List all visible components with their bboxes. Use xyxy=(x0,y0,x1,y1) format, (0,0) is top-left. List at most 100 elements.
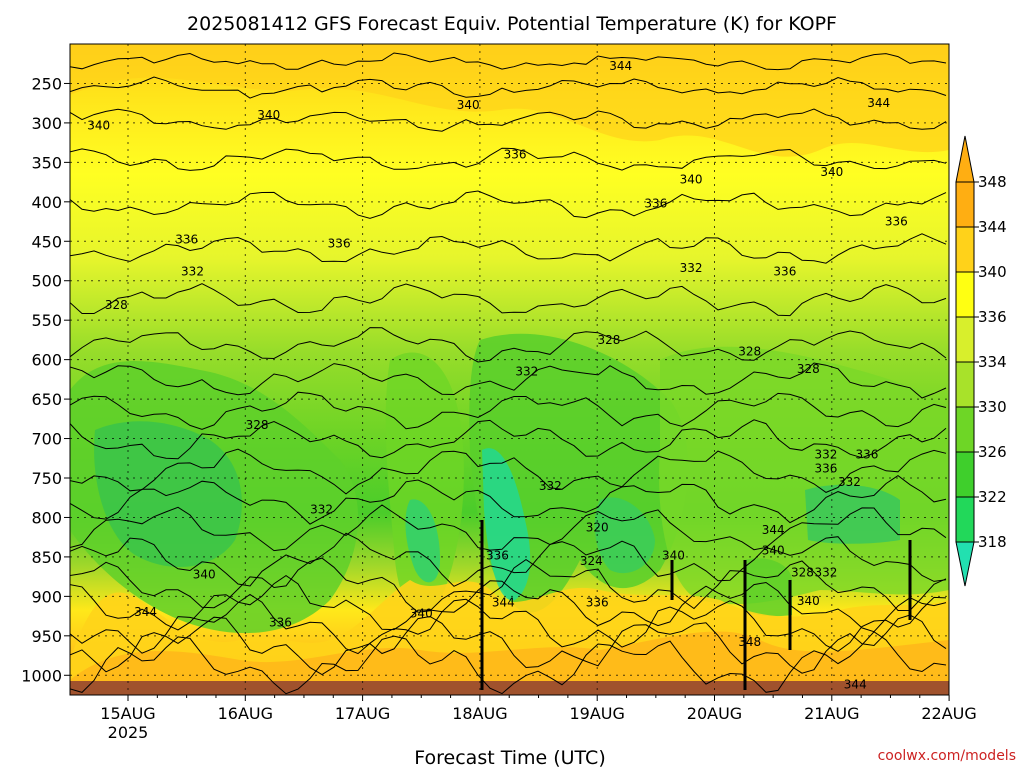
x-tick-label: 20AUG xyxy=(687,704,742,723)
contour-label: 340 xyxy=(680,173,703,187)
contour-label: 332 xyxy=(814,447,837,461)
x-tick-label: 18AUG xyxy=(452,704,507,723)
y-tick-label: 650 xyxy=(31,390,62,409)
field xyxy=(70,44,949,695)
y-tick-label: 950 xyxy=(31,627,62,646)
colorbar-label: 330 xyxy=(978,398,1007,416)
ground-band xyxy=(70,681,949,695)
contour-line xyxy=(70,283,947,317)
contour-label: 340 xyxy=(662,548,685,562)
x-tick-label: 21AUG xyxy=(804,704,859,723)
contour-label: 344 xyxy=(609,59,632,73)
contour-label: 328 xyxy=(105,298,128,312)
colorbar-low-arrow xyxy=(955,541,975,587)
contour-label: 332 xyxy=(539,479,562,493)
contour-label: 344 xyxy=(492,596,515,610)
y-tick-label: 700 xyxy=(31,430,62,449)
contour-line xyxy=(70,327,947,363)
contour-line xyxy=(70,614,947,676)
contour-label: 336 xyxy=(175,233,198,247)
contour-line xyxy=(70,52,947,71)
contour-label: 340 xyxy=(797,594,820,608)
contour-line xyxy=(70,504,947,552)
contour-label: 336 xyxy=(269,615,292,629)
contour-line xyxy=(70,474,947,525)
colorbar-label: 318 xyxy=(978,533,1007,551)
contour-line xyxy=(70,391,947,430)
contour-label: 332 xyxy=(515,364,538,378)
contour-label: 336 xyxy=(586,596,609,610)
contour-line xyxy=(70,190,947,219)
contour-label: 332 xyxy=(838,475,861,489)
field-green-6 xyxy=(805,484,900,544)
colorbar: 318 322 326 330 334 336 340 344 348 xyxy=(955,135,1007,587)
y-tick-label: 450 xyxy=(31,232,62,251)
contour-label: 336 xyxy=(773,264,796,278)
contour-labels: 344 344 340 340 340 340 340 336 336 336 336 336 336 3… xyxy=(87,59,908,692)
contour-label: 332 xyxy=(310,503,333,517)
contour-label: 336 xyxy=(856,447,879,461)
field-teal-1 xyxy=(482,448,531,601)
contour-line xyxy=(70,574,947,633)
contour-label: 340 xyxy=(762,544,785,558)
y-tick-label: 750 xyxy=(31,469,62,488)
y-tick-label: 600 xyxy=(31,351,62,370)
colorbar-label: 344 xyxy=(978,218,1007,236)
colorbar-label: 322 xyxy=(978,488,1007,506)
y-axis: 250 300 350 400 450 500 550 600 650 700 750 800 850 9… xyxy=(21,74,70,685)
colorbar-swatch xyxy=(955,451,975,498)
contour-label: 340 xyxy=(257,108,280,122)
y-tick-label: 850 xyxy=(31,548,62,567)
contour-line xyxy=(70,419,947,460)
colorbar-label: 326 xyxy=(978,443,1007,461)
y-tick-label: 350 xyxy=(31,153,62,172)
contour-label: 324 xyxy=(580,554,603,568)
contour-label: 328 xyxy=(791,566,814,580)
colorbar-high-arrow xyxy=(955,135,975,183)
contour-label: 332 xyxy=(181,264,204,278)
contour-label: 340 xyxy=(457,98,480,112)
contour-label: 340 xyxy=(410,607,433,621)
colorbar-swatch xyxy=(955,316,975,363)
contour-label: 336 xyxy=(328,237,351,251)
x-tick-label: 16AUG xyxy=(218,704,273,723)
y-tick-label: 800 xyxy=(31,508,62,527)
contour-label: 336 xyxy=(885,215,908,229)
contour-label: 328 xyxy=(738,345,761,359)
x-axis-title: Forecast Time (UTC) xyxy=(414,747,605,768)
x-year-label: 2025 xyxy=(108,723,149,742)
contour-line xyxy=(70,233,947,264)
colorbar-swatch xyxy=(955,361,975,408)
colorbar-swatch xyxy=(955,406,975,453)
field-lower-hot xyxy=(70,631,949,695)
colorbar-swatch xyxy=(955,496,975,543)
contour-label: 332 xyxy=(814,566,837,580)
contour-label: 336 xyxy=(486,548,509,562)
contour-line xyxy=(70,532,947,587)
contour-line xyxy=(70,362,947,399)
colorbar-swatch xyxy=(955,226,975,273)
contour-label: 340 xyxy=(193,567,216,581)
y-tick-label: 300 xyxy=(31,114,62,133)
chart-title: 2025081412 GFS Forecast Equiv. Potential… xyxy=(187,13,837,35)
contour-label: 344 xyxy=(134,605,157,619)
contour-label: 336 xyxy=(504,147,527,161)
contour-line xyxy=(70,631,947,695)
x-tick-label: 17AUG xyxy=(335,704,390,723)
contour-label: 344 xyxy=(867,96,890,110)
contour-label: 340 xyxy=(87,118,110,132)
contour-line xyxy=(70,557,947,613)
colorbar-label: 336 xyxy=(978,308,1007,326)
x-axis: 15AUG 16AUG 17AUG 18AUG 19AUG 20AUG 21AUG 22AUG xyxy=(100,695,977,723)
x-tick-label: 22AUG xyxy=(921,704,976,723)
field-green-7 xyxy=(745,558,792,617)
y-tick-label: 500 xyxy=(31,272,62,291)
colorbar-label: 340 xyxy=(978,263,1007,281)
y-tick-label: 900 xyxy=(31,587,62,606)
contour-label: 328 xyxy=(597,333,620,347)
contour-label: 332 xyxy=(680,261,703,275)
contour-line xyxy=(70,147,947,171)
y-tick-label: 400 xyxy=(31,193,62,212)
y-tick-label: 250 xyxy=(31,74,62,93)
